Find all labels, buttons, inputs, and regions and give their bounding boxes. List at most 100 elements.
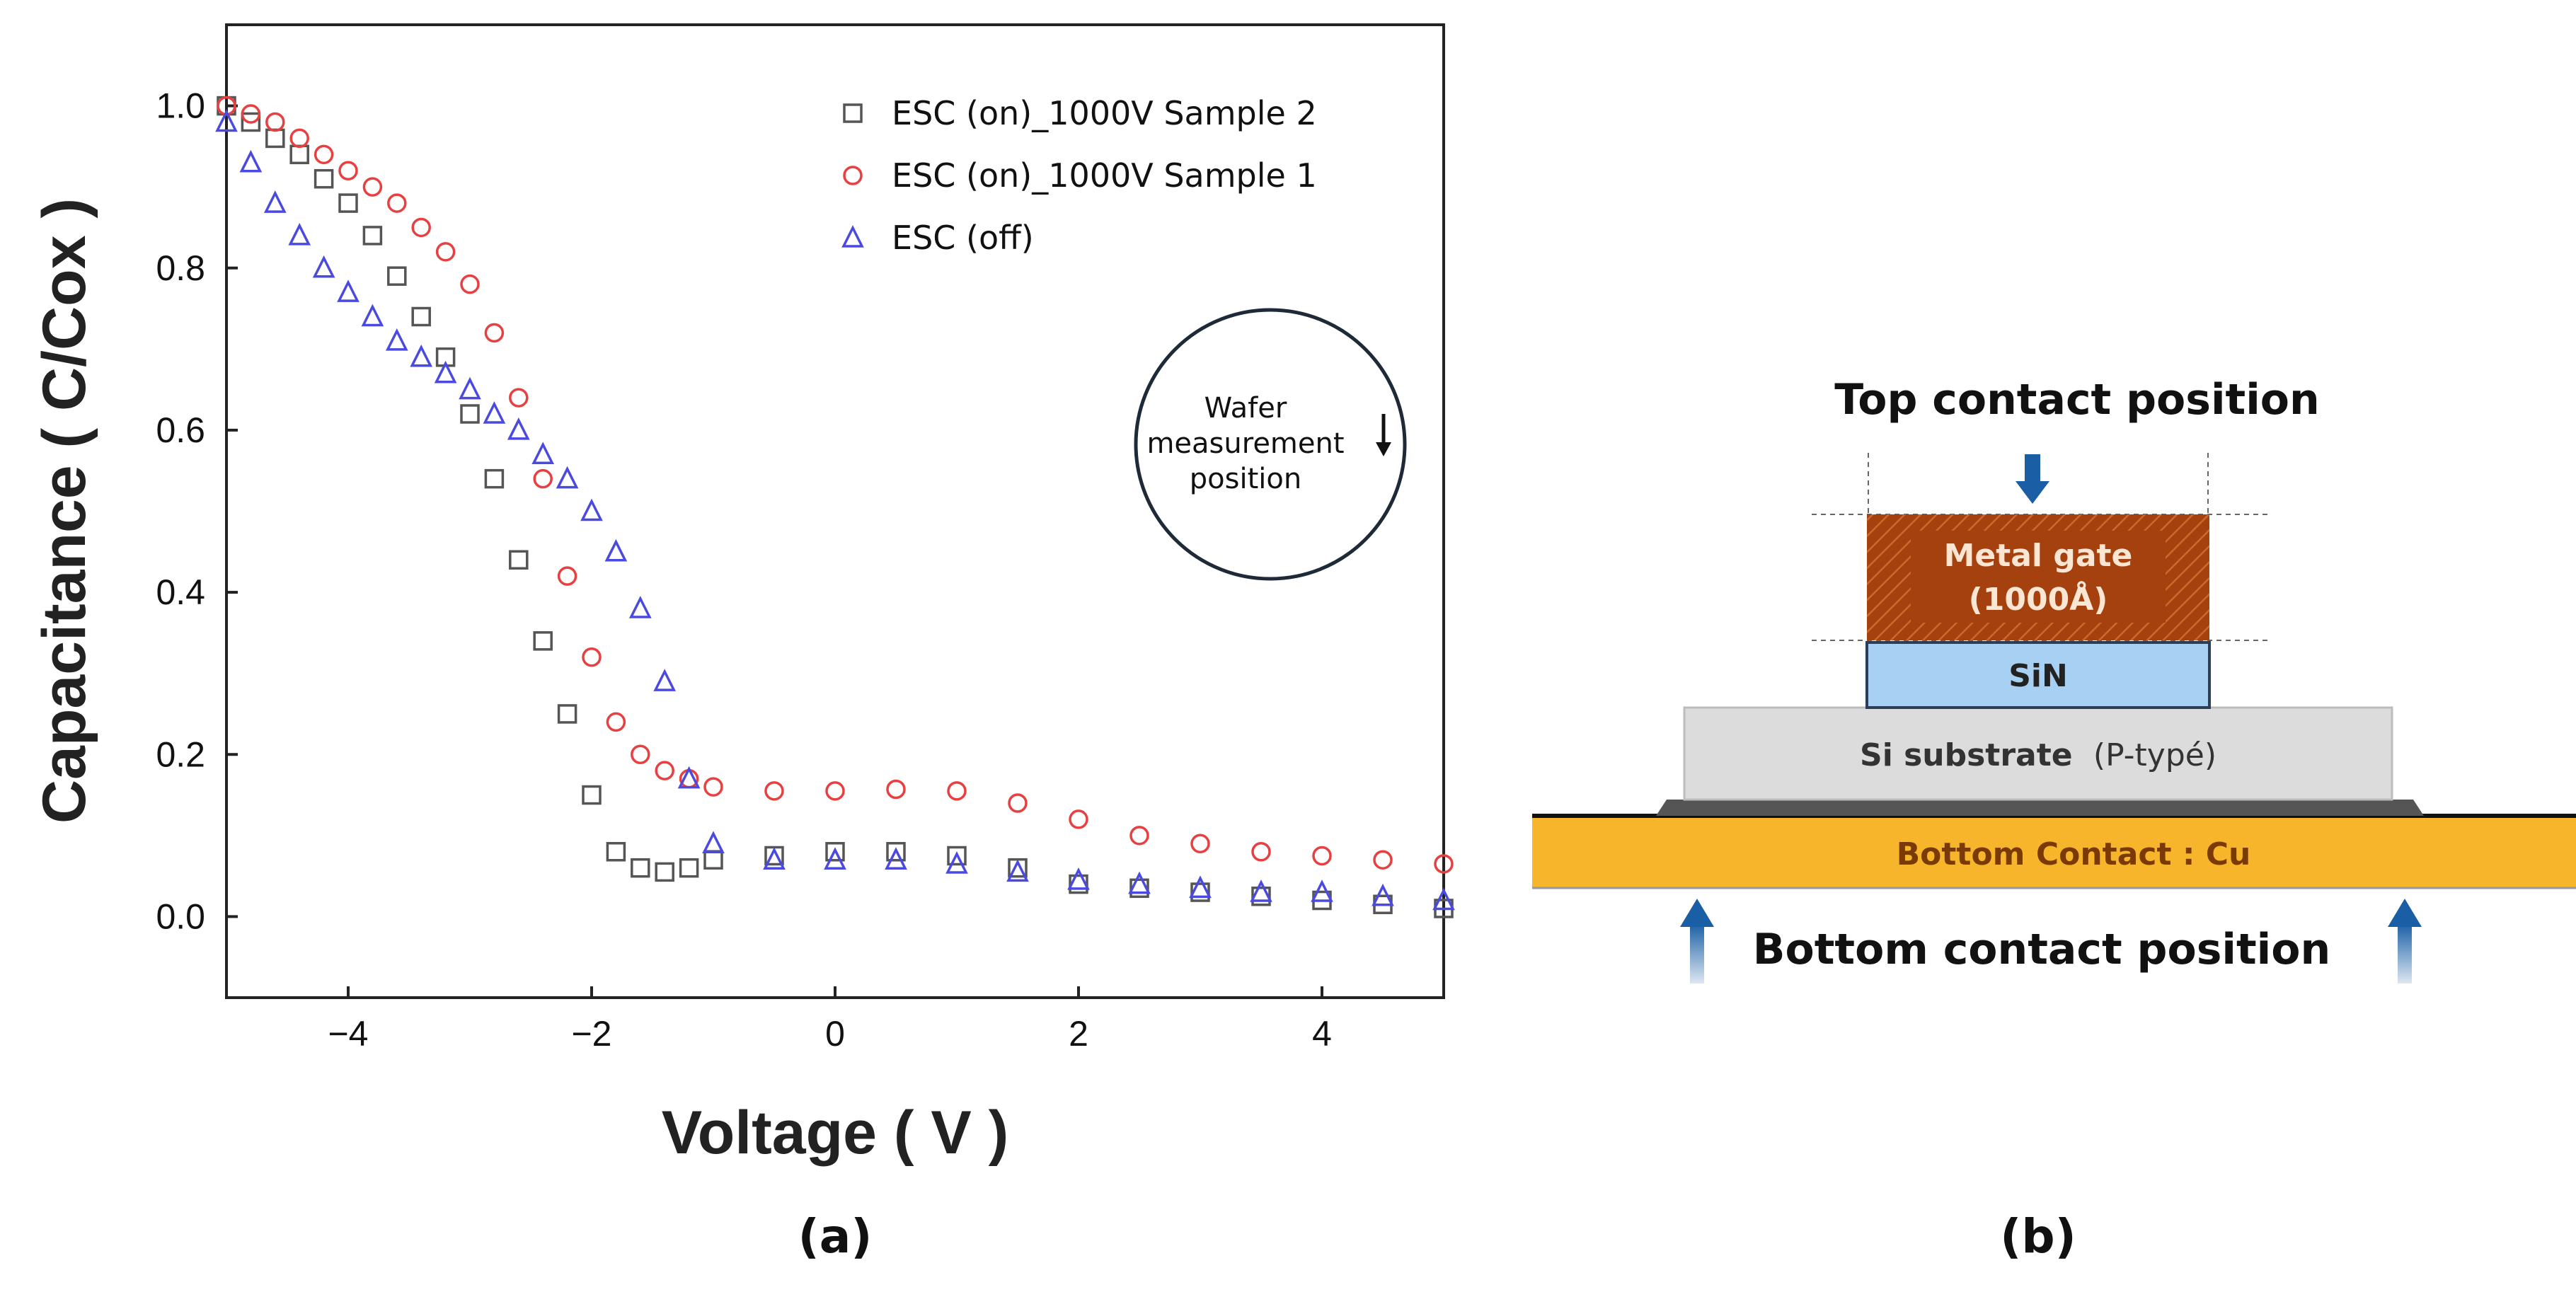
y-tick-label: 0.0 xyxy=(156,896,205,936)
square-point xyxy=(1251,887,1271,906)
cv-chart: −4 −2 0 2 40.00.20.40.60.81.0 Voltage ( V ) … xyxy=(30,23,1455,1264)
triangle-point xyxy=(702,831,725,854)
si-substrate-name: Si substrate xyxy=(1860,737,2073,773)
square-point xyxy=(1129,878,1149,899)
circle-point xyxy=(484,323,505,343)
circle-point xyxy=(362,177,383,197)
square-point xyxy=(631,858,650,878)
metal-gate-label-box xyxy=(1911,531,2166,623)
triangle-point xyxy=(653,669,677,691)
triangle-point xyxy=(763,847,786,870)
circle-point xyxy=(703,777,723,797)
triangle-point xyxy=(556,466,579,489)
square-point xyxy=(484,468,505,489)
circle-point xyxy=(606,712,626,732)
wafer-annotation: Wafer measurement position xyxy=(1134,308,1407,581)
square-point xyxy=(460,404,480,424)
circle-point xyxy=(387,193,407,213)
circle-point xyxy=(1373,850,1393,870)
measurement-label: measurement xyxy=(1146,427,1344,460)
circle-point xyxy=(509,388,529,408)
metal-thickness-label: (1000Å) xyxy=(1969,580,2108,618)
x-tick-label: 0 xyxy=(825,1014,845,1054)
si-substrate-type: (P-typé) xyxy=(2093,737,2216,773)
triangle-point xyxy=(459,376,481,400)
triangle-point xyxy=(507,417,530,440)
triangle-point xyxy=(215,109,238,132)
triangle-point xyxy=(531,442,555,465)
sin-layer xyxy=(1865,641,2211,709)
triangle-point xyxy=(945,851,968,874)
triangle-point xyxy=(1372,883,1394,906)
top-contact-arrow-icon xyxy=(2016,454,2049,504)
y-tick-label: 0.8 xyxy=(156,248,205,288)
x-tick-label: 2 xyxy=(1069,1014,1088,1054)
legend-triangle-marker xyxy=(841,225,864,248)
bottom-contact-layer-label: Bottom Contact : Cu xyxy=(1897,836,2251,872)
triangle-point xyxy=(385,328,408,351)
y-tick-label: 1.0 xyxy=(156,86,205,126)
triangle-point xyxy=(824,847,846,870)
square-point xyxy=(606,842,626,862)
triangle-point xyxy=(1067,867,1090,890)
square-point xyxy=(886,842,906,862)
circle-point xyxy=(1190,834,1210,854)
y-tick-label: 0.6 xyxy=(156,410,205,450)
triangle-point xyxy=(677,766,701,789)
circle-point xyxy=(460,274,480,294)
circle-point xyxy=(655,761,674,780)
square-point xyxy=(703,850,723,870)
panel-b-label: (b) xyxy=(2000,1209,2076,1264)
triangle-point xyxy=(410,344,433,367)
x-axis-title: Voltage ( V ) xyxy=(662,1099,1009,1167)
circle-point xyxy=(411,217,431,238)
circle-point xyxy=(533,468,553,489)
series-triangle xyxy=(215,109,1455,911)
circle-point xyxy=(1312,846,1332,866)
triangle-point xyxy=(1128,871,1151,894)
bottom-contact-arrow-left-icon xyxy=(1680,899,1714,984)
square-point xyxy=(338,193,358,213)
square-point xyxy=(533,631,553,651)
wafer-circle xyxy=(1134,308,1407,581)
legend-label: ESC (on)_1000V Sample 1 xyxy=(892,156,1317,195)
bottom-contact-arrow-right-icon xyxy=(2388,899,2422,984)
position-label: position xyxy=(1190,463,1301,495)
metal-gate-label: Metal gate xyxy=(1944,538,2133,574)
circle-point xyxy=(1434,854,1454,874)
bottom-contact-label: Bottom contact position xyxy=(1753,925,2330,974)
triangle-point xyxy=(288,223,311,246)
square-point xyxy=(241,112,261,132)
square-point xyxy=(362,226,383,246)
square-point xyxy=(411,306,431,327)
axis-ticks: −4 −2 0 2 4 0.0 0.2 0.4 0.6 0.8 1.0 xyxy=(156,86,1331,1054)
legend: ESC (on)_1000V Sample 2 ESC (on)_1000V Sa… xyxy=(841,94,1317,257)
down-arrow-icon xyxy=(1376,414,1391,456)
y-tick-label: 0.2 xyxy=(156,734,205,774)
triangle-point xyxy=(1006,859,1029,882)
x-tick-label: −2 xyxy=(571,1014,611,1054)
square-point xyxy=(289,144,309,165)
circle-point xyxy=(241,104,261,124)
circle-point xyxy=(825,781,845,801)
square-point xyxy=(825,842,845,862)
circle-point xyxy=(1008,793,1028,813)
circle-point xyxy=(314,144,334,165)
si-substrate-layer xyxy=(1683,706,2393,801)
circle-point xyxy=(338,161,358,180)
circle-point xyxy=(1069,809,1088,829)
triangle-point xyxy=(1311,879,1333,902)
circle-point xyxy=(1251,842,1271,862)
square-point xyxy=(582,785,602,805)
square-point xyxy=(557,704,577,724)
panel-a-label: (a) xyxy=(798,1209,873,1264)
square-point xyxy=(947,846,967,866)
circle-point xyxy=(265,112,285,132)
square-point xyxy=(509,550,529,570)
legend-square-marker xyxy=(843,103,863,123)
legend-label: ESC (on)_1000V Sample 2 xyxy=(892,94,1317,132)
wafer-label: Wafer xyxy=(1204,392,1287,425)
triangle-point xyxy=(337,279,360,302)
data-marks xyxy=(215,96,1455,918)
